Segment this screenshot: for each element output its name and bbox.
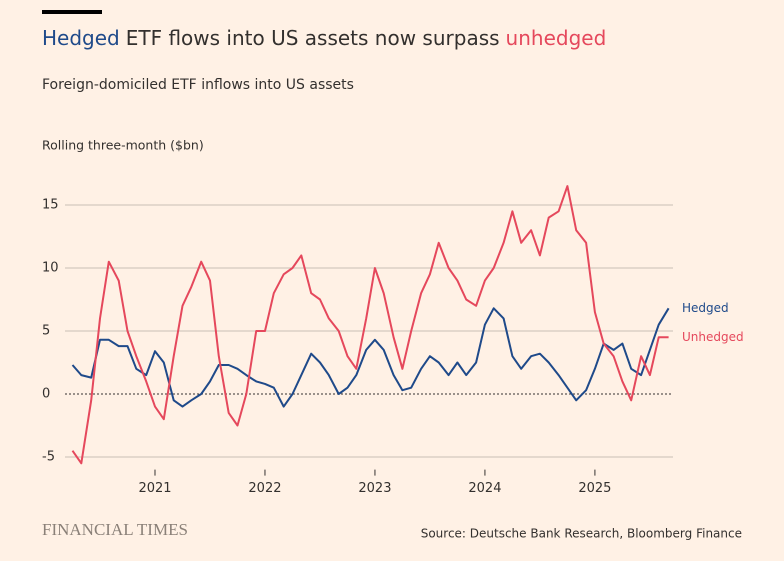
y-axis-label: Rolling three-month ($bn) [42,138,204,153]
x-tick-label: 2025 [578,481,611,496]
header-bar [42,10,102,14]
title-unhedged: unhedged [506,26,607,50]
series-label: Hedged [682,301,729,315]
source: Source: Deutsche Bank Research, Bloomber… [421,527,742,541]
series-line [71,185,669,465]
y-tick-label: 10 [42,261,59,276]
publisher: FINANCIAL TIMES [42,520,188,539]
x-tick-label: 2024 [468,481,501,496]
x-tick-label: 2022 [248,481,281,496]
y-tick-label: -5 [42,450,55,465]
x-tick-label: 2023 [358,481,391,496]
x-tick-label: 2021 [138,481,171,496]
series-label: Unhedged [682,330,744,344]
title-middle: ETF flows into US assets now surpass [126,26,500,50]
y-tick-label: 0 [42,387,50,402]
series-line [71,307,670,408]
y-tick-label: 5 [42,324,50,339]
title-hedged: Hedged [42,26,120,50]
chart-title: Hedged ETF flows into US assets now surpa… [42,26,606,50]
y-tick-label: 15 [42,198,59,213]
subtitle: Foreign-domiciled ETF inflows into US as… [42,77,354,93]
